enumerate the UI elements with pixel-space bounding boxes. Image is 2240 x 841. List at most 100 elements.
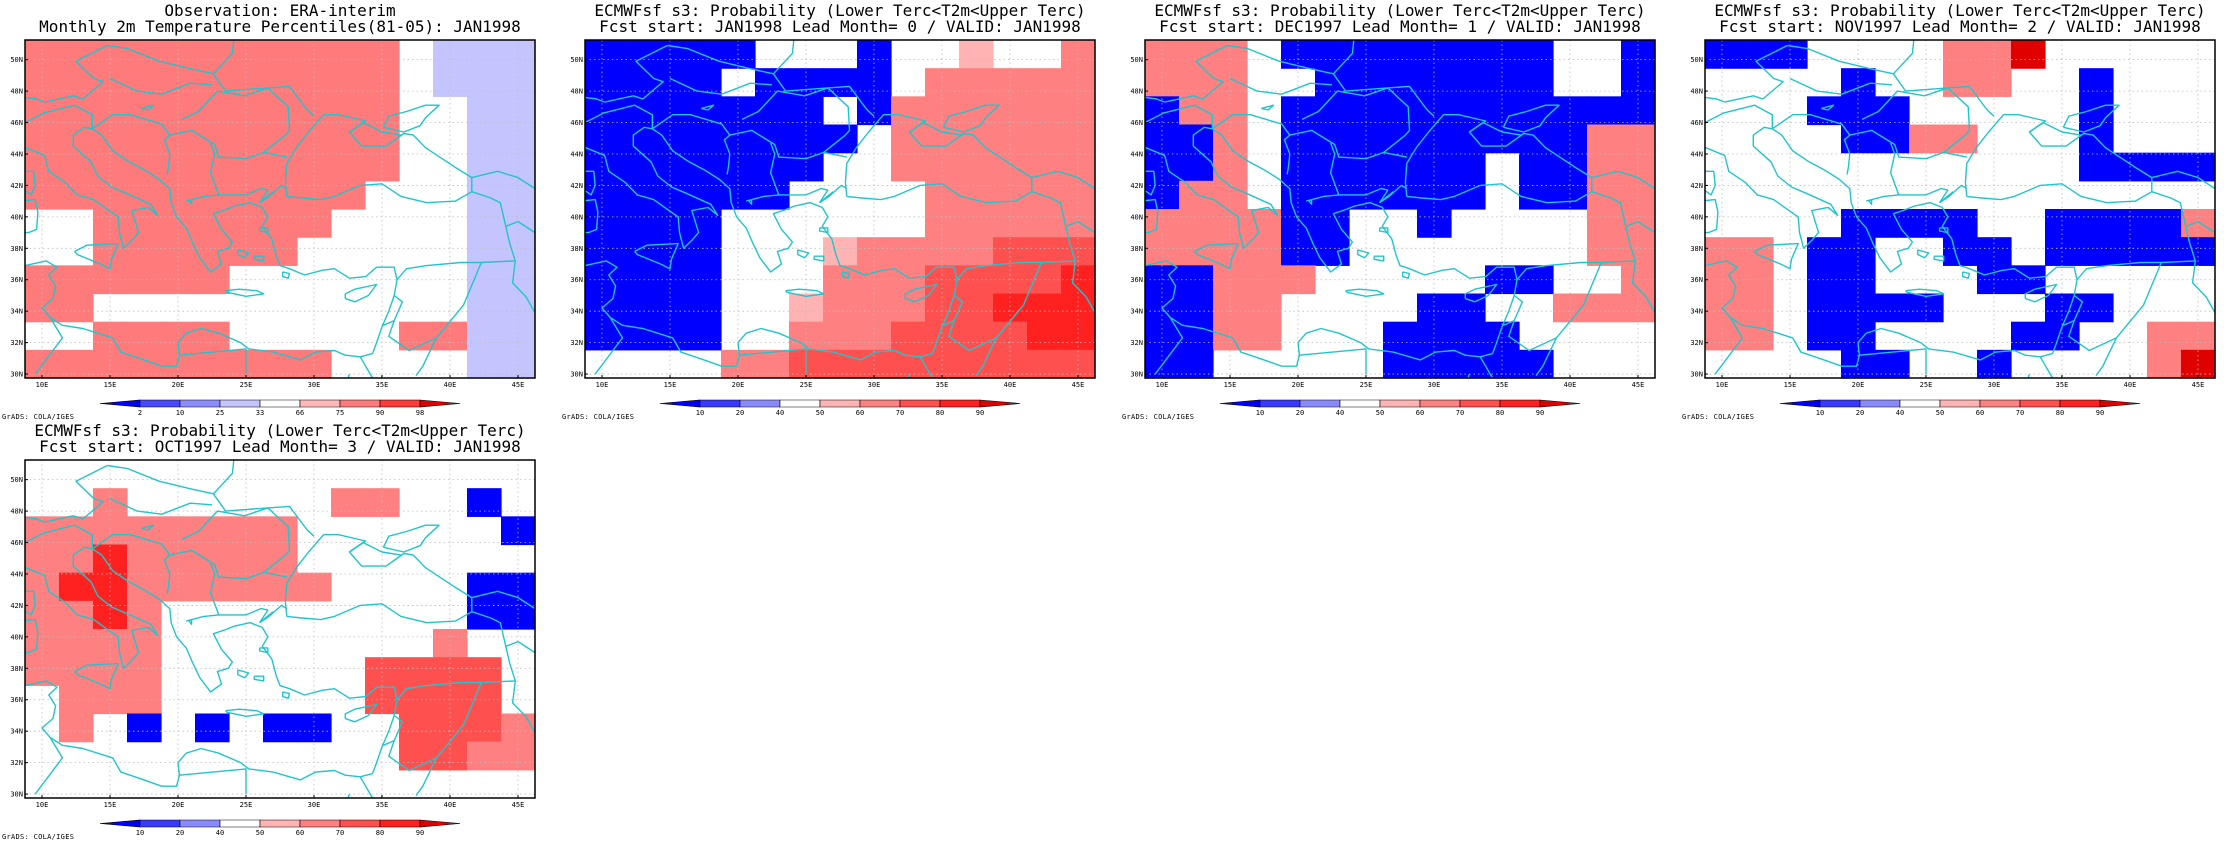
coastline xyxy=(2076,226,2196,281)
map-cell xyxy=(687,321,722,351)
coastline xyxy=(284,113,473,204)
coastline xyxy=(1289,129,1407,160)
coastline xyxy=(943,294,964,326)
map-cell xyxy=(399,741,434,771)
coastline xyxy=(1031,170,1095,190)
map-cell xyxy=(1587,96,1622,126)
map-cell xyxy=(263,68,298,97)
colorbar-swatch xyxy=(339,399,381,408)
map-cell xyxy=(1841,209,1876,238)
map-cell xyxy=(2079,209,2114,238)
coastline xyxy=(25,104,94,129)
coastline xyxy=(253,255,265,262)
map-cell xyxy=(263,96,298,126)
coastline xyxy=(1705,260,2053,367)
map-cell xyxy=(891,96,926,126)
coastline xyxy=(1705,198,1719,234)
panel-title-line-2: Monthly 2m Temperature Percentiles(81-05… xyxy=(39,17,521,36)
coastline xyxy=(904,283,938,303)
map-frame xyxy=(24,459,536,799)
coastline xyxy=(1771,128,2078,354)
coastline xyxy=(701,104,715,111)
coastline xyxy=(179,768,247,795)
colorbar-label: 70 xyxy=(336,829,344,837)
map-cell xyxy=(297,713,332,743)
map-panel-lead0: ECMWFsf s3: Probability (Lower Terc<T2m<… xyxy=(560,0,1120,421)
map-cell xyxy=(1027,293,1062,323)
panel-title-line-1: ECMWFsf s3: Probability (Lower Terc<T2m<… xyxy=(1154,1,1646,20)
map-cell xyxy=(2147,321,2182,351)
map-cell xyxy=(1179,321,1214,351)
coastline xyxy=(396,646,516,701)
coastline xyxy=(1502,104,1560,133)
coastline xyxy=(25,126,159,250)
colorbar-swatch xyxy=(1419,399,1461,408)
coastline xyxy=(1211,128,1518,354)
map-cell xyxy=(195,40,230,69)
coastline xyxy=(388,262,482,352)
colorbar-label: 25 xyxy=(216,409,224,417)
coastline xyxy=(948,262,1042,352)
map-cell xyxy=(59,516,94,546)
lat-tick-label: 36N xyxy=(10,696,23,704)
colorbar-swatch xyxy=(2019,399,2061,408)
map-cell xyxy=(161,96,196,126)
coastline xyxy=(1917,249,1930,259)
map-cell xyxy=(2011,321,2046,351)
map-cell xyxy=(857,293,892,323)
colorbar-label: 60 xyxy=(1976,409,1984,417)
lat-tick-label: 32N xyxy=(570,339,583,347)
lon-tick-label: 20E xyxy=(172,801,185,809)
coastline xyxy=(34,737,64,795)
map-cell xyxy=(467,124,502,154)
map-cell xyxy=(1061,209,1096,238)
coastline xyxy=(396,226,516,281)
map-cell xyxy=(619,152,654,182)
map-cell xyxy=(789,96,824,126)
coastline xyxy=(2151,170,2215,190)
coastline xyxy=(2063,294,2084,326)
map-panel-obs: Observation: ERA-interim Monthly 2m Temp… xyxy=(0,0,560,421)
panel-title-line-1: ECMWFsf s3: Probability (Lower Terc<T2m<… xyxy=(594,1,1086,20)
map-cell xyxy=(687,293,722,323)
map-cell xyxy=(1213,209,1248,238)
map-cell xyxy=(1247,237,1282,266)
colorbar-swatch xyxy=(299,819,341,828)
map-cell xyxy=(1451,152,1486,182)
map-figure: 30N 32N 34N 36N 38N 40N 42N 44N 46N 48N 50N 10E 15E 2… xyxy=(570,39,1096,417)
map-axes: 30N 32N 34N 36N 38N 40N 42N 44N 46N 48N 50N 10E 15E 2… xyxy=(10,476,524,809)
colorbar: 10 20 40 50 60 70 80 90 xyxy=(1219,399,1581,417)
map-cell xyxy=(891,152,926,182)
map-cell xyxy=(59,600,94,630)
map-cell xyxy=(501,713,536,743)
lon-tick-label: 45E xyxy=(2192,381,2205,389)
map-cell xyxy=(619,209,654,238)
map-cell xyxy=(399,657,434,686)
coastline xyxy=(1591,170,1655,190)
colorbar-swatch xyxy=(339,819,381,828)
map-cell xyxy=(2147,209,2182,238)
map-cell xyxy=(2011,40,2046,69)
map-cell xyxy=(1179,96,1214,126)
coastline xyxy=(25,96,45,103)
map-cell xyxy=(1451,68,1486,97)
coastline xyxy=(1145,96,1165,103)
map-cell xyxy=(263,40,298,69)
map-cell xyxy=(1179,349,1214,379)
lat-tick-label: 48N xyxy=(570,88,583,96)
map-cell xyxy=(93,209,128,238)
map-cell xyxy=(1027,209,1062,238)
colorbar-swatch xyxy=(659,399,701,408)
map-cell xyxy=(619,321,654,351)
coastline xyxy=(25,198,39,234)
credit-label: GrADS: COLA/IGES xyxy=(2,833,75,841)
coastline xyxy=(534,533,535,535)
map-cell xyxy=(59,180,94,210)
lon-tick-label: 45E xyxy=(512,801,525,809)
lat-tick-label: 38N xyxy=(1690,245,1703,253)
lat-tick-label: 40N xyxy=(570,213,583,221)
lat-tick-label: 38N xyxy=(10,245,23,253)
coastline xyxy=(956,226,1076,281)
colorbar-label: 10 xyxy=(696,409,704,417)
map-cell xyxy=(263,713,298,743)
